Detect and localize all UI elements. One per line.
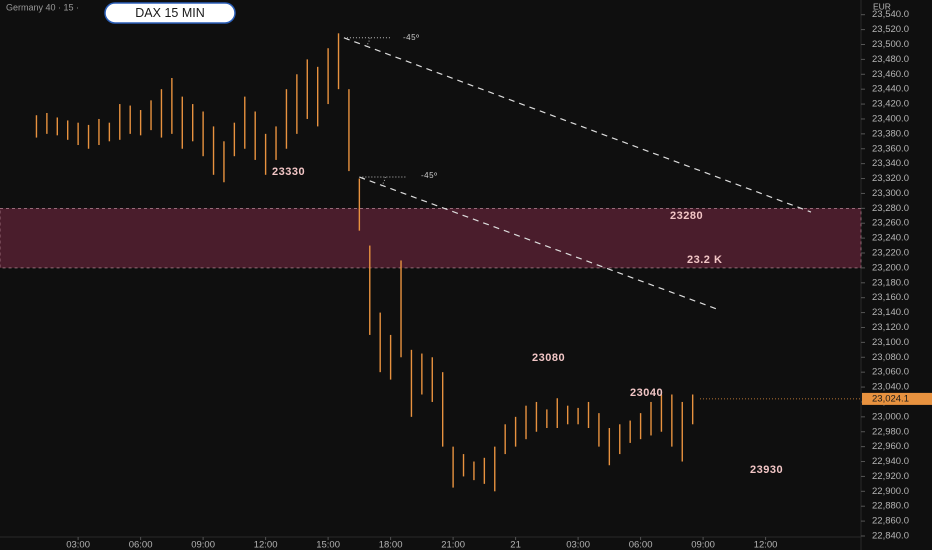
y-tick-label: 23,400.0 (872, 113, 909, 124)
y-tick-label: 22,940.0 (872, 456, 909, 467)
y-tick-label: 23,160.0 (872, 292, 909, 303)
x-tick-label: 21 (510, 540, 521, 550)
y-tick-label: 23,540.0 (872, 9, 909, 20)
y-tick-label: 23,520.0 (872, 24, 909, 35)
y-tick-label: 22,900.0 (872, 486, 909, 497)
annotation: 23.2 K (687, 254, 722, 266)
y-tick-label: 23,100.0 (872, 337, 909, 348)
annotation: 23330 (272, 166, 305, 178)
y-tick-label: 23,080.0 (872, 352, 909, 363)
angle-marker (343, 37, 392, 48)
y-tick-label: 22,920.0 (872, 471, 909, 482)
x-tick-label: 15:00 (316, 540, 340, 550)
y-tick-label: 23,500.0 (872, 39, 909, 50)
y-tick-label: 22,840.0 (872, 531, 909, 542)
y-tick-label: 23,200.0 (872, 262, 909, 273)
y-tick-label: 23,360.0 (872, 143, 909, 154)
y-tick-label: 22,860.0 (872, 516, 909, 527)
annotation: 23280 (670, 210, 703, 222)
x-tick-label: 03:00 (66, 540, 90, 550)
x-tick-label: 12:00 (254, 540, 278, 550)
annotation: -45º (421, 171, 437, 180)
currency: EUR (873, 1, 891, 11)
y-tick-label: 23,180.0 (872, 277, 909, 288)
chart-title: DAX 15 MIN (135, 6, 204, 20)
last-price-box (862, 392, 932, 405)
y-tick-label: 23,220.0 (872, 248, 909, 259)
annotation: 23930 (750, 464, 783, 476)
y-tick-label: 23,300.0 (872, 188, 909, 199)
y-tick-label: 22,880.0 (872, 501, 909, 512)
y-tick-label: 23,140.0 (872, 307, 909, 318)
y-tick-label: 23,320.0 (872, 173, 909, 184)
y-tick-label: 23,120.0 (872, 322, 909, 333)
annotation: 23080 (532, 352, 565, 364)
y-tick-label: 22,980.0 (872, 426, 909, 437)
trendline (359, 176, 719, 311)
y-tick-label: 23,240.0 (872, 233, 909, 244)
y-tick-label: 23,420.0 (872, 99, 909, 110)
x-tick-label: 06:00 (629, 540, 653, 550)
y-tick-label: 23,060.0 (872, 367, 909, 378)
y-tick-label: 23,460.0 (872, 69, 909, 80)
x-tick-label: 09:00 (191, 540, 215, 550)
y-tick-label: 23,000.0 (872, 411, 909, 422)
x-tick-label: 21:00 (441, 540, 465, 550)
y-tick-label: 22,960.0 (872, 441, 909, 452)
y-tick-label: 23,380.0 (872, 128, 909, 139)
x-tick-label: 12:00 (754, 540, 778, 550)
angle-marker (359, 176, 408, 187)
zone (0, 208, 862, 269)
y-tick-label: 23,480.0 (872, 54, 909, 65)
x-tick-label: 06:00 (129, 540, 153, 550)
x-tick-label: 18:00 (379, 540, 403, 550)
y-tick-label: 23,040.0 (872, 382, 909, 393)
x-tick-label: 09:00 (691, 540, 715, 550)
annotation: -45º (403, 33, 419, 42)
header: Germany 40 · 15 · (6, 2, 79, 12)
x-tick-label: 03:00 (566, 540, 590, 550)
title-badge (104, 2, 236, 24)
annotation: 23040 (630, 387, 663, 399)
last-price-label: 23,024.1 (872, 393, 909, 404)
y-tick-label: 23,340.0 (872, 158, 909, 169)
y-tick-label: 23,280.0 (872, 203, 909, 214)
y-tick-label: 23,260.0 (872, 218, 909, 229)
y-tick-label: 23,440.0 (872, 84, 909, 95)
